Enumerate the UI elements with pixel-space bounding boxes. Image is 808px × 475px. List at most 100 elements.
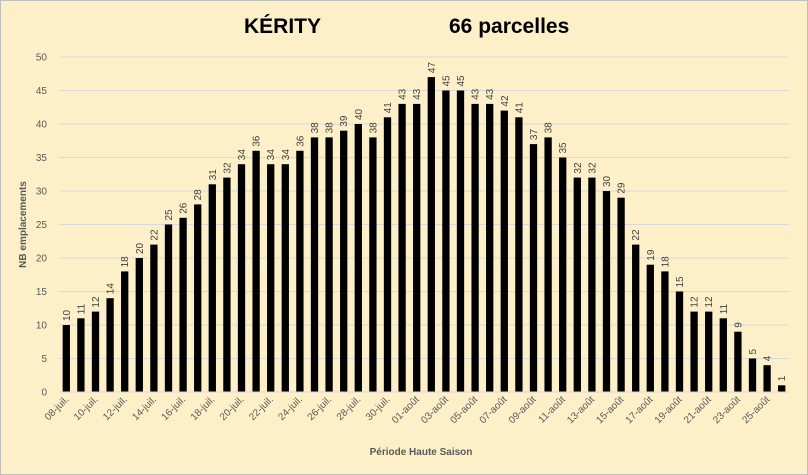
y-axis-title: NB emplacements bbox=[18, 181, 29, 268]
x-tick-label: 19-août bbox=[653, 394, 685, 426]
y-tick-label: 35 bbox=[36, 153, 48, 164]
bar bbox=[369, 137, 377, 392]
bar bbox=[588, 177, 596, 392]
x-tick-label: 26-juil. bbox=[306, 394, 335, 423]
data-label: 43 bbox=[471, 88, 482, 100]
y-tick-label: 45 bbox=[36, 86, 48, 97]
data-label: 4 bbox=[763, 355, 774, 361]
x-tick-label: 21-août bbox=[682, 394, 714, 426]
bar bbox=[544, 137, 552, 392]
bars bbox=[62, 77, 786, 393]
x-tick-label: 13-août bbox=[565, 394, 597, 426]
data-label: 37 bbox=[529, 129, 540, 141]
bar bbox=[325, 137, 333, 392]
bar bbox=[442, 90, 450, 392]
y-tick-label: 30 bbox=[36, 187, 48, 198]
x-tick-label: 01-août bbox=[390, 394, 422, 426]
data-label: 11 bbox=[76, 303, 87, 314]
x-tick-label: 14-juil. bbox=[130, 394, 159, 423]
data-label: 41 bbox=[514, 102, 525, 114]
data-label: 38 bbox=[368, 122, 379, 134]
data-label: 12 bbox=[91, 296, 102, 308]
bar bbox=[281, 164, 289, 392]
x-tick-label: 25-août bbox=[740, 394, 772, 426]
data-label: 36 bbox=[252, 135, 263, 147]
bar bbox=[690, 311, 698, 392]
bar bbox=[500, 110, 508, 392]
data-label: 45 bbox=[441, 75, 452, 87]
x-tick-label: 10-juil. bbox=[72, 394, 101, 423]
x-tick-label: 07-août bbox=[478, 394, 510, 426]
data-label: 30 bbox=[602, 175, 613, 187]
y-tick-label: 50 bbox=[36, 53, 48, 64]
chart-title-plots: 66 parcelles bbox=[449, 15, 570, 38]
x-tick-label: 09-août bbox=[507, 394, 539, 426]
data-label: 43 bbox=[412, 88, 423, 100]
x-tick-label: 11-août bbox=[537, 394, 568, 425]
data-label: 43 bbox=[398, 88, 409, 100]
x-tick-label: 12-juil. bbox=[101, 394, 130, 423]
bar bbox=[705, 311, 713, 392]
x-tick-label: 30-juil. bbox=[364, 394, 393, 423]
x-axis-title: Période Haute Saison bbox=[370, 447, 473, 458]
data-label: 34 bbox=[266, 149, 277, 161]
bar bbox=[135, 258, 143, 392]
data-label: 12 bbox=[704, 296, 715, 308]
data-label: 42 bbox=[500, 95, 511, 107]
y-axis-ticks: 0 5 10 15 20 25 30 35 40 45 50 bbox=[36, 53, 48, 399]
data-label: 5 bbox=[748, 349, 759, 355]
bar bbox=[62, 325, 70, 392]
bar bbox=[675, 291, 684, 392]
data-label: 19 bbox=[646, 249, 657, 261]
bar bbox=[573, 177, 581, 392]
bar bbox=[413, 103, 421, 393]
data-label: 31 bbox=[208, 169, 219, 181]
data-label: 29 bbox=[617, 182, 628, 194]
bar bbox=[267, 164, 275, 392]
bar bbox=[456, 90, 465, 392]
x-tick-label: 08-juil. bbox=[43, 394, 72, 423]
bar bbox=[646, 264, 654, 392]
bar bbox=[164, 224, 173, 392]
bar bbox=[602, 191, 611, 392]
data-label: 1 bbox=[777, 375, 788, 381]
data-label: 18 bbox=[120, 256, 131, 268]
x-tick-label: 17-août bbox=[624, 394, 656, 426]
bar bbox=[529, 144, 538, 392]
x-tick-label: 22-juil. bbox=[247, 394, 276, 423]
data-label: 43 bbox=[485, 88, 496, 100]
data-label: 32 bbox=[573, 162, 584, 174]
data-label: 10 bbox=[62, 309, 73, 321]
bar bbox=[106, 298, 114, 392]
data-label: 15 bbox=[675, 276, 686, 288]
bar bbox=[237, 164, 246, 392]
bar bbox=[340, 130, 348, 392]
y-tick-label: 40 bbox=[36, 120, 48, 131]
data-label: 47 bbox=[427, 62, 438, 74]
data-label: 35 bbox=[558, 142, 569, 154]
bar bbox=[296, 150, 304, 392]
data-label: 28 bbox=[193, 189, 204, 201]
bar bbox=[486, 103, 494, 393]
bar bbox=[617, 197, 625, 392]
bar bbox=[559, 157, 567, 392]
data-label: 20 bbox=[135, 242, 146, 254]
data-label: 41 bbox=[383, 102, 394, 114]
data-label: 34 bbox=[281, 149, 292, 161]
data-label: 39 bbox=[339, 115, 350, 127]
bar bbox=[91, 311, 100, 392]
bar bbox=[223, 177, 231, 392]
chart-title-site: KÉRITY bbox=[244, 15, 322, 38]
y-tick-label: 20 bbox=[36, 254, 48, 265]
data-label: 38 bbox=[544, 122, 555, 134]
bar bbox=[310, 137, 319, 392]
bar bbox=[398, 103, 406, 393]
bar bbox=[661, 271, 669, 392]
bar bbox=[77, 318, 85, 392]
y-tick-label: 5 bbox=[41, 354, 47, 365]
data-label: 9 bbox=[733, 322, 744, 328]
x-tick-label: 20-juil. bbox=[218, 394, 247, 423]
y-tick-label: 15 bbox=[36, 287, 48, 298]
data-label: 32 bbox=[587, 162, 598, 174]
